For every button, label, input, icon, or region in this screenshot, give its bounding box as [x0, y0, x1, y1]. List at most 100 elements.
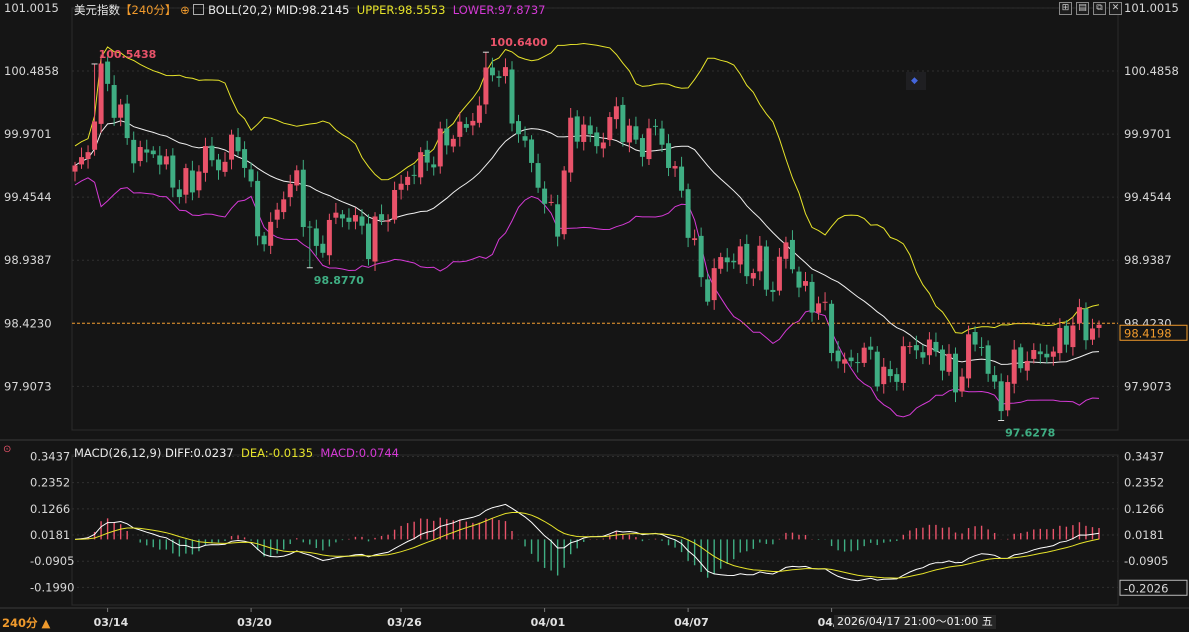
- macd-tick-right: 0.3437: [1124, 450, 1164, 464]
- candle-body: [613, 106, 619, 120]
- candle-body: [372, 216, 378, 262]
- candle-body: [529, 139, 535, 163]
- crosshair-time-label: 2026/04/17 21:00～01:00 五: [834, 615, 996, 629]
- candle-body: [1005, 382, 1011, 411]
- close-icon[interactable]: ✕: [1109, 2, 1122, 15]
- date-label: 03/14: [94, 616, 129, 629]
- candle-body: [163, 156, 169, 165]
- date-label: 04/: [818, 616, 838, 629]
- candle-body: [789, 239, 795, 270]
- candle-body: [320, 243, 326, 253]
- price-tick-left: 101.0015: [4, 1, 59, 15]
- candle-body: [587, 125, 593, 135]
- macd-tick-left: 0.1266: [30, 502, 70, 516]
- candle-body: [326, 219, 332, 256]
- candle-body: [692, 238, 698, 241]
- price-extreme-label: 100.6400: [490, 36, 548, 49]
- candle-body: [1076, 307, 1082, 324]
- candle-body: [281, 199, 287, 213]
- candle-body: [685, 189, 691, 238]
- candle-body: [313, 228, 319, 246]
- candle-body: [633, 126, 639, 140]
- candle-body: [939, 349, 945, 371]
- candle-body: [855, 362, 861, 364]
- candle-body: [1070, 325, 1076, 348]
- macd-tick-right: -0.0905: [1124, 554, 1168, 568]
- macd-dea: DEA:-0.0135: [241, 446, 314, 460]
- restore-icon[interactable]: ⧉: [1093, 2, 1106, 15]
- grid-icon[interactable]: ⊞: [1059, 2, 1072, 15]
- candle-body: [1083, 308, 1089, 341]
- candle-body: [124, 103, 130, 139]
- candle-body: [379, 214, 385, 221]
- macd-tick-left: -0.0905: [30, 554, 74, 568]
- candle-body: [568, 117, 574, 173]
- candle-body: [502, 67, 508, 77]
- candle-body: [763, 246, 769, 290]
- candle-body: [346, 217, 352, 222]
- candle-body: [861, 347, 867, 363]
- candle-body: [959, 376, 965, 392]
- candle-body: [666, 143, 672, 168]
- candle-body: [829, 303, 835, 354]
- period-label[interactable]: 【240分】: [120, 3, 177, 17]
- candle-body: [366, 223, 372, 260]
- current-price-box: [1119, 324, 1188, 341]
- candle-body: [85, 152, 91, 160]
- candle-body: [848, 357, 854, 362]
- price-tick-right: 99.4544: [1124, 190, 1172, 204]
- candle-body: [900, 346, 906, 383]
- candle-body: [659, 128, 665, 145]
- price-panel-frame: [71, 7, 1119, 431]
- candle-body: [1031, 350, 1037, 359]
- candle-body: [822, 301, 828, 303]
- candle-body: [1044, 353, 1050, 358]
- candle-body: [144, 149, 150, 153]
- indicator-header: 美元指数【240分】 ⊕ BOLL(20,2) MID:98.2145 UPPE…: [74, 3, 545, 17]
- candle-body: [72, 165, 78, 172]
- candle-body: [105, 61, 111, 84]
- macd-settings-icon[interactable]: ⊙: [3, 444, 12, 455]
- candle-body: [711, 268, 717, 301]
- candle-body: [170, 155, 176, 188]
- candlesticks: [72, 52, 1102, 421]
- candle-body: [333, 212, 339, 218]
- macd-value: MACD:0.0744: [320, 446, 399, 460]
- candle-body: [979, 346, 985, 348]
- candle-body: [385, 220, 391, 222]
- price-tick-left: 97.9073: [4, 379, 52, 393]
- macd-panel: [74, 503, 1100, 582]
- candle-body: [646, 128, 652, 160]
- candle-body: [724, 257, 730, 263]
- candle-body: [261, 235, 267, 245]
- candle-body: [463, 124, 469, 128]
- period-switch-button[interactable]: 240分 ▲: [2, 616, 51, 630]
- candle-body: [985, 345, 991, 374]
- candle-body: [737, 246, 743, 265]
- price-tick-left: 100.4858: [4, 64, 59, 78]
- candle-body: [750, 273, 756, 279]
- macd-panel-frame: [71, 454, 1119, 606]
- macd-tick-left: 0.2352: [30, 476, 70, 490]
- candle-body: [607, 117, 613, 141]
- candle-body: [907, 346, 913, 348]
- marker-icon[interactable]: ◆: [906, 72, 926, 90]
- candle-body: [202, 146, 208, 173]
- candle-body: [79, 157, 85, 165]
- candle-body: [770, 289, 776, 292]
- macd-header: MACD(26,12,9) DIFF:0.0237 DEA:-0.0135 MA…: [74, 446, 399, 460]
- add-indicator-icon[interactable]: ⊕: [180, 3, 190, 17]
- candle-body: [809, 281, 815, 313]
- candle-body: [522, 136, 528, 141]
- macd-tick-left: -0.1990: [30, 580, 74, 594]
- macd-name: MACD(26,12,9): [74, 446, 162, 460]
- overlay-icon[interactable]: ▤: [1076, 2, 1089, 15]
- candle-body: [509, 69, 515, 124]
- price-tick-right: 99.9701: [1124, 127, 1172, 141]
- price-tick-left: 98.4230: [4, 316, 52, 330]
- candle-body: [431, 164, 437, 168]
- candle-body: [574, 116, 580, 142]
- candle-body: [222, 161, 228, 172]
- candle-body: [496, 76, 502, 78]
